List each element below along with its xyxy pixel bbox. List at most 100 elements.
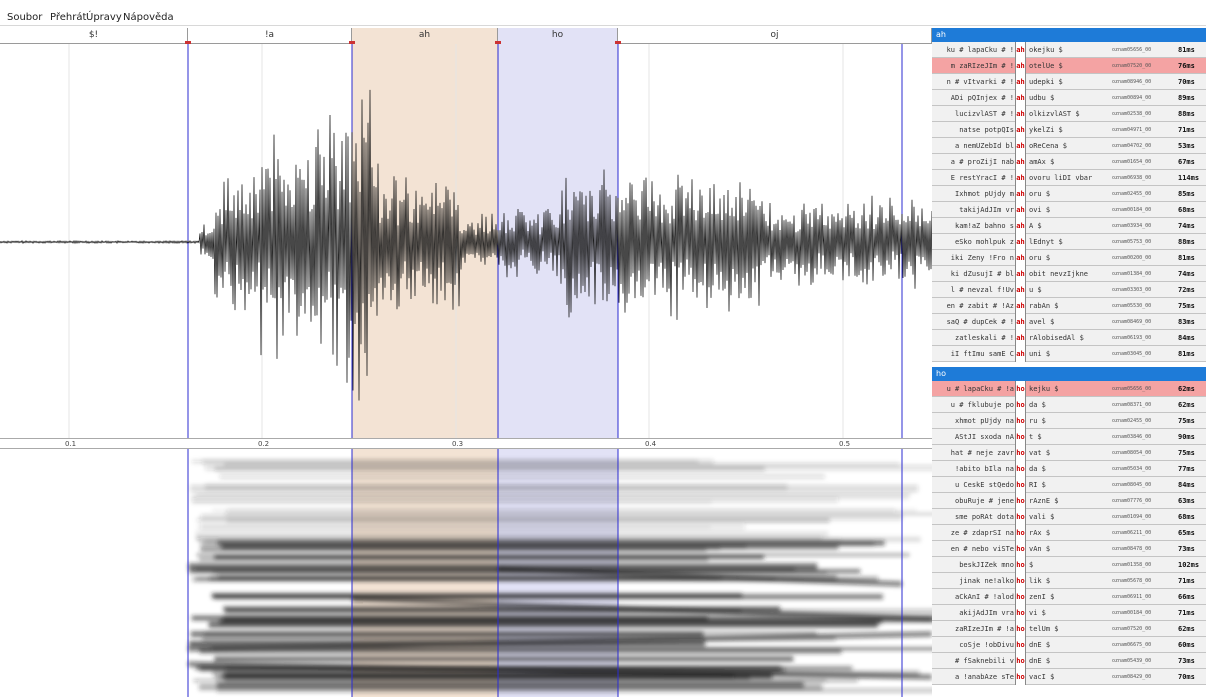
source-file: oznam06938_00 bbox=[1112, 175, 1152, 181]
candidate-row[interactable]: kam!aZ bahno s ah A $ oznam03934_00 74ms bbox=[932, 218, 1206, 234]
candidate-row[interactable]: E restYracI # ! ah ovoru liDI vbar oznam069… bbox=[932, 170, 1206, 186]
source-file: oznam07776_00 bbox=[1112, 498, 1152, 504]
candidate-row[interactable]: !abito bIla na ho da $ oznam05034_00 77ms bbox=[932, 461, 1206, 477]
candidate-row[interactable]: AStJI sxoda nA ho t $ oznam03846_00 90ms bbox=[932, 429, 1206, 445]
boundary-marker[interactable] bbox=[615, 41, 621, 44]
source-file: oznam00200_00 bbox=[1112, 255, 1152, 261]
candidate-list-ah[interactable]: ku # lapaCku # ! ah okejku $ oznam05656_00 8… bbox=[932, 42, 1206, 367]
duration: 53ms bbox=[1178, 142, 1195, 150]
candidate-row[interactable]: ki dZusujI # bl ah obit nevzIjkne oznam0138… bbox=[932, 266, 1206, 282]
candidate-row[interactable]: u # lapaCku # !a ho kejku $ oznam05656_00 62… bbox=[932, 381, 1206, 397]
candidate-row[interactable]: jinak ne!alko ho lik $ oznam05678_00 71ms bbox=[932, 573, 1206, 589]
unit-label: ah bbox=[1015, 90, 1026, 106]
candidate-row[interactable]: u CeskE stQedo ho RI $ oznam08045_00 84ms bbox=[932, 477, 1206, 493]
source-file: oznam03045_00 bbox=[1112, 351, 1152, 357]
candidate-row[interactable]: l # nevzal f!Uv ah u $ oznam03303_00 72ms bbox=[932, 282, 1206, 298]
candidate-row[interactable]: obuRuje # jene ho rAznE $ oznam07776_00 63ms bbox=[932, 493, 1206, 509]
waveform-view[interactable] bbox=[0, 44, 933, 439]
left-context: aCkAnI # !alod bbox=[954, 593, 1014, 601]
candidate-row[interactable]: a !anabAze sTe ho vacI $ oznam08429_00 70ms bbox=[932, 669, 1206, 685]
unit-label: ho bbox=[1015, 381, 1026, 397]
unit-label: ho bbox=[1015, 669, 1026, 685]
left-context: xhmot pUjdy na bbox=[954, 417, 1014, 425]
left-context: # fSaknebili v bbox=[954, 657, 1014, 665]
right-context: olkizvlAST $ bbox=[1029, 110, 1080, 118]
candidate-row[interactable]: ADi pQInjex # ! ah udbu $ oznam00894_00 89ms bbox=[932, 90, 1206, 106]
menu-prehrat[interactable]: Přehrát bbox=[50, 12, 87, 23]
boundary-marker[interactable] bbox=[349, 41, 355, 44]
candidate-row[interactable]: eSko mohlpuk z ah lEdnyt $ oznam05753_00 88m… bbox=[932, 234, 1206, 250]
candidate-row[interactable]: sme poRAt dota ho vali $ oznam01094_00 68ms bbox=[932, 509, 1206, 525]
candidate-row[interactable]: aCkAnI # !alod ho zenI $ oznam06911_00 66ms bbox=[932, 589, 1206, 605]
right-context: $ bbox=[1029, 561, 1034, 569]
duration: 65ms bbox=[1178, 529, 1195, 537]
source-file: oznam01384_00 bbox=[1112, 271, 1152, 277]
segment-label[interactable]: ah bbox=[352, 28, 498, 44]
left-context: E restYracI # ! bbox=[950, 174, 1014, 182]
duration: 75ms bbox=[1178, 302, 1195, 310]
right-context: da $ bbox=[1029, 401, 1046, 409]
source-file: oznam03934_00 bbox=[1112, 223, 1152, 229]
duration: 84ms bbox=[1178, 481, 1195, 489]
unit-label: ho bbox=[1015, 573, 1026, 589]
duration: 73ms bbox=[1178, 545, 1195, 553]
candidate-row[interactable]: natse potpQIs ah ykelZi $ oznam04971_00 71ms bbox=[932, 122, 1206, 138]
right-context: dnE $ bbox=[1029, 641, 1051, 649]
candidate-row[interactable]: zaRIzeJIm # !a ho telUm $ oznam07520_00 62ms bbox=[932, 621, 1206, 637]
duration: 90ms bbox=[1178, 433, 1195, 441]
source-file: oznam08478_00 bbox=[1112, 546, 1152, 552]
candidate-row[interactable]: en # nebo viSTe ho vAn $ oznam08478_00 73ms bbox=[932, 541, 1206, 557]
segment-label[interactable]: !a bbox=[188, 28, 352, 44]
candidate-row[interactable]: saQ # dupCek # ! ah avel $ oznam08469_00 83m… bbox=[932, 314, 1206, 330]
candidate-row[interactable]: beskJIZek mno ho $ oznam01358_00 102ms bbox=[932, 557, 1206, 573]
candidate-row[interactable]: # fSaknebili v ho dnE $ oznam05439_00 73ms bbox=[932, 653, 1206, 669]
candidate-row[interactable]: ze # zdaprSI na ho rAx $ oznam06211_00 65ms bbox=[932, 525, 1206, 541]
candidate-row[interactable]: a # proZijI nab ah amAx $ oznam01654_00 67ms bbox=[932, 154, 1206, 170]
source-file: oznam02455_00 bbox=[1112, 191, 1152, 197]
duration: 62ms bbox=[1178, 385, 1195, 393]
candidate-list-ho[interactable]: u # lapaCku # !a ho kejku $ oznam05656_00 62… bbox=[932, 381, 1206, 697]
duration: 75ms bbox=[1178, 449, 1195, 457]
right-context: lik $ bbox=[1029, 577, 1051, 585]
left-context: takijAdJIm vr bbox=[959, 206, 1014, 214]
candidate-row[interactable]: Ixhmot pUjdy m ah oru $ oznam02455_00 85ms bbox=[932, 186, 1206, 202]
candidate-row[interactable]: u # fklubuje po ho da $ oznam08371_00 62ms bbox=[932, 397, 1206, 413]
duration: 70ms bbox=[1178, 673, 1195, 681]
right-context: t $ bbox=[1029, 433, 1042, 441]
candidate-row[interactable]: ku # lapaCku # ! ah okejku $ oznam05656_00 8… bbox=[932, 42, 1206, 58]
duration: 70ms bbox=[1178, 78, 1195, 86]
candidate-row[interactable]: n # vItvarki # ! ah udepki $ oznam08946_00 7… bbox=[932, 74, 1206, 90]
segment-label[interactable]: oj bbox=[618, 28, 932, 44]
left-context: n # vItvarki # ! bbox=[946, 78, 1014, 86]
boundary-marker[interactable] bbox=[185, 41, 191, 44]
source-file: oznam05753_00 bbox=[1112, 239, 1152, 245]
spectrogram-view[interactable] bbox=[0, 449, 932, 697]
candidate-row[interactable]: lucizvlAST # ! ah olkizvlAST $ oznam02538_0… bbox=[932, 106, 1206, 122]
source-file: oznam05439_00 bbox=[1112, 658, 1152, 664]
segment-label[interactable]: ho bbox=[498, 28, 618, 44]
candidate-row[interactable]: coSje !obDivu ho dnE $ oznam06675_00 60ms bbox=[932, 637, 1206, 653]
source-file: oznam05678_00 bbox=[1112, 578, 1152, 584]
left-context: ADi pQInjex # ! bbox=[950, 94, 1014, 102]
menu-napoveda[interactable]: Nápověda bbox=[123, 12, 174, 23]
boundary-marker[interactable] bbox=[495, 41, 501, 44]
source-file: oznam06211_00 bbox=[1112, 530, 1152, 536]
candidate-row[interactable]: xhmot pUjdy na ho ru $ oznam02455_00 75ms bbox=[932, 413, 1206, 429]
menu-soubor[interactable]: Soubor bbox=[7, 12, 43, 23]
candidate-row[interactable]: m zaRIzeJIm # ! ah otelUe $ oznam07520_00 76… bbox=[932, 58, 1206, 74]
segment-label[interactable]: $! bbox=[0, 28, 188, 44]
left-context: a !anabAze sTe bbox=[954, 673, 1014, 681]
candidate-row[interactable]: en # zabit # !Az ah rabAn $ oznam05530_00 75… bbox=[932, 298, 1206, 314]
waveform-line bbox=[0, 89, 933, 401]
menu-upravy[interactable]: Úpravy bbox=[86, 12, 122, 23]
candidate-row[interactable]: a nemUZebId bl ah oReCena $ oznam04702_00 53… bbox=[932, 138, 1206, 154]
candidate-row[interactable]: takijAdJIm vr ah ovi $ oznam00184_00 68ms bbox=[932, 202, 1206, 218]
left-context: m zaRIzeJIm # ! bbox=[950, 62, 1014, 70]
candidate-row[interactable]: akijAdJIm vra ho vi $ oznam00184_00 71ms bbox=[932, 605, 1206, 621]
candidate-row[interactable]: iki Zeny !Fro n ah oru $ oznam00200_00 81ms bbox=[932, 250, 1206, 266]
unit-label: ho bbox=[1015, 477, 1026, 493]
candidate-row[interactable]: hat # neje zavr ho vat $ oznam08054_00 75ms bbox=[932, 445, 1206, 461]
source-file: oznam07520_00 bbox=[1112, 626, 1152, 632]
candidate-row[interactable]: zatleskali # ! ah rAlobisedAl $ oznam06193_… bbox=[932, 330, 1206, 346]
